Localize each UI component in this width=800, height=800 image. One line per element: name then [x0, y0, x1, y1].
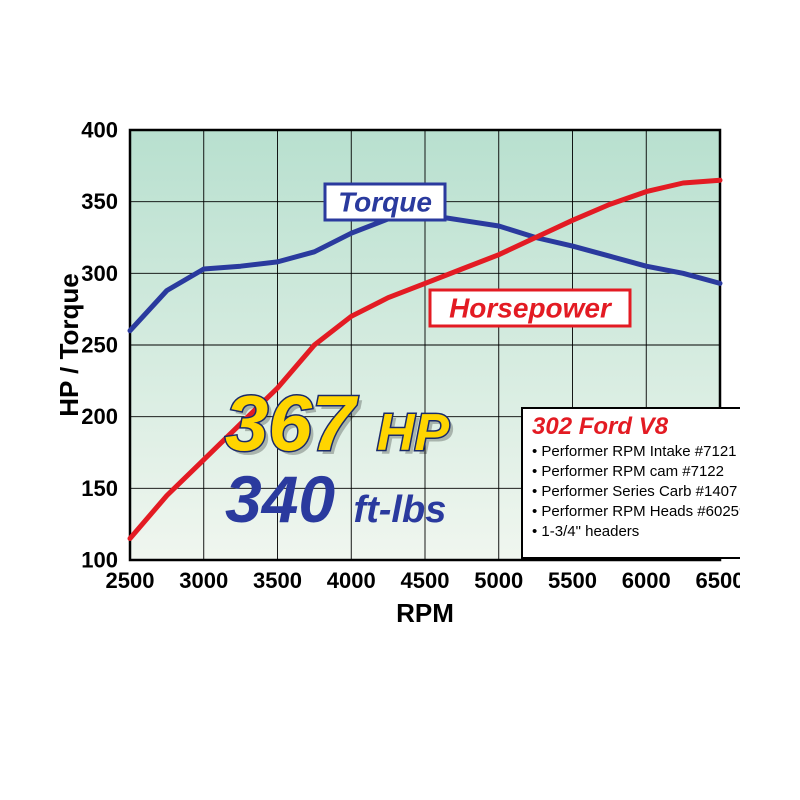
info-item: • 1-3/4" headers: [532, 523, 639, 540]
y-tick: 250: [81, 333, 118, 358]
x-tick: 4500: [401, 568, 450, 593]
x-tick: 6000: [622, 568, 671, 593]
y-tick: 150: [81, 476, 118, 501]
x-tick: 6500: [696, 568, 740, 593]
y-tick: 400: [81, 120, 118, 143]
info-item: • Performer RPM Heads #60259: [532, 503, 740, 520]
x-tick: 4000: [327, 568, 376, 593]
y-tick: 200: [81, 404, 118, 429]
y-axis-label: HP / Torque: [60, 273, 84, 417]
x-tick: 3500: [253, 568, 302, 593]
x-tick: 3000: [179, 568, 228, 593]
horsepower-label: Horsepower: [449, 293, 613, 324]
x-tick: 5000: [474, 568, 523, 593]
y-tick: 350: [81, 189, 118, 214]
info-title: 302 Ford V8: [532, 413, 669, 440]
info-item: • Performer RPM cam #7122: [532, 463, 724, 480]
info-item: • Performer RPM Intake #7121: [532, 443, 737, 460]
x-tick: 5500: [548, 568, 597, 593]
dyno-chart: TorqueHorsepower250030003500400045005000…: [60, 120, 740, 660]
y-tick: 300: [81, 261, 118, 286]
info-item: • Performer Series Carb #1407: [532, 483, 737, 500]
y-tick: 100: [81, 548, 118, 573]
torque-label: Torque: [338, 187, 432, 218]
x-axis-label: RPM: [396, 598, 454, 628]
